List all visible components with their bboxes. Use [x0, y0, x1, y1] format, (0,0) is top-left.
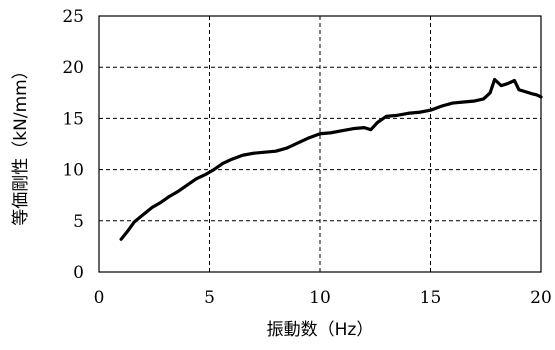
y-tick-label: 5 — [73, 212, 84, 232]
y-tick-label: 10 — [62, 161, 84, 181]
x-tick-label: 0 — [94, 288, 105, 308]
x-tick-label: 5 — [204, 288, 215, 308]
x-tick-label: 15 — [420, 288, 442, 308]
y-axis-title: 等価剛性（kN/mm） — [11, 62, 31, 225]
y-tick-label: 20 — [62, 58, 84, 78]
y-tick-label: 0 — [73, 263, 84, 283]
y-tick-labels: 0 5 10 15 20 25 — [62, 7, 84, 283]
x-tick-label: 10 — [309, 288, 331, 308]
y-tick-label: 25 — [62, 7, 84, 27]
grid-lines — [99, 16, 541, 272]
x-tick-label: 20 — [530, 288, 552, 308]
series-line-stiffness — [119, 77, 543, 241]
x-axis-title: 振動数（Hz） — [267, 320, 374, 340]
y-tick-label: 15 — [62, 109, 84, 129]
x-tick-labels: 0 5 10 15 20 — [94, 288, 552, 308]
plot-frame — [98, 15, 542, 273]
